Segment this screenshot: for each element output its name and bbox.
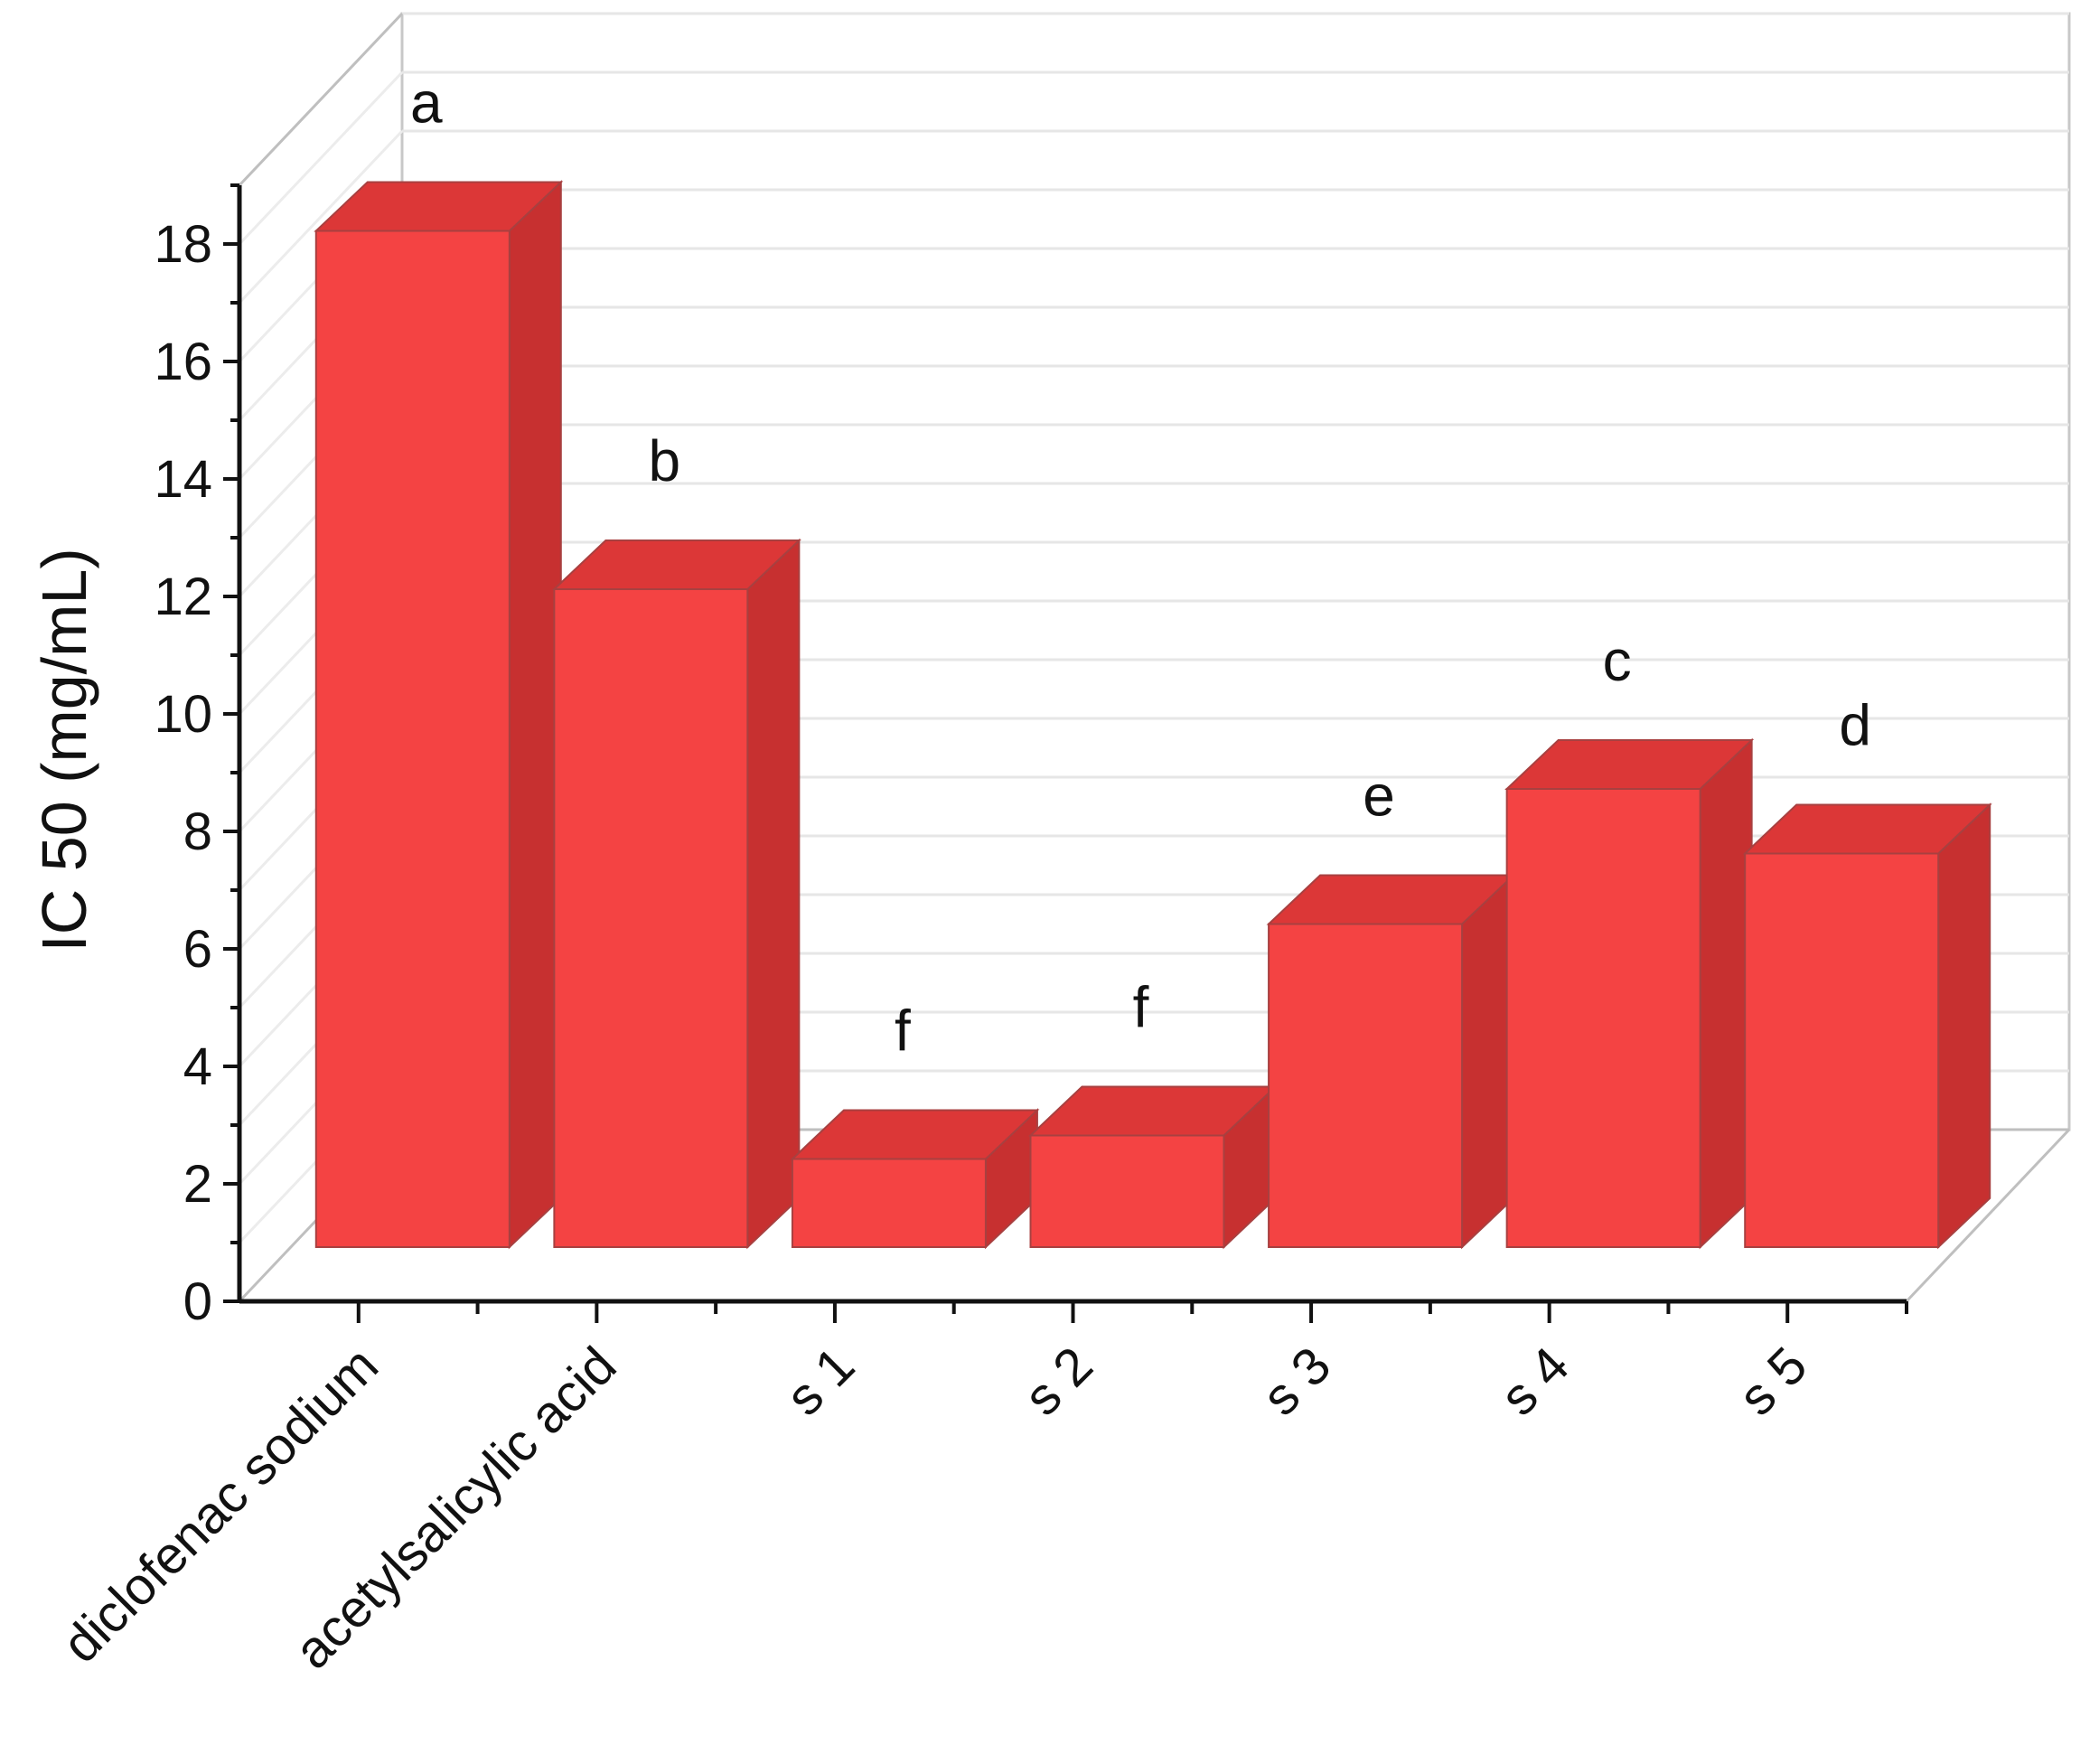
gridline-side [238,70,404,246]
bar-side [1461,873,1515,1250]
x-category-label: s 5 [1728,1336,1819,1427]
bar-front [1268,923,1464,1248]
bar [551,538,801,1250]
bar-front [791,1158,987,1248]
bar-side [508,180,562,1250]
significance-label: b [649,428,681,493]
significance-label: d [1839,693,1871,758]
bars [314,180,1992,1250]
y-tick-label: 10 [154,685,212,744]
bar [314,180,564,1250]
y-tick-label: 6 [183,920,212,979]
y-tick-label: 14 [154,450,212,509]
axes [223,183,1908,1323]
y-tick-label: 12 [154,568,212,626]
x-category-label: s 3 [1251,1336,1343,1427]
bar [1027,1084,1279,1250]
bar [1742,802,1992,1250]
bar [1504,737,1755,1250]
bar-side [1699,737,1753,1250]
significance-label: e [1363,764,1395,829]
y-tick-label: 2 [183,1155,212,1214]
x-category-label: s 2 [1013,1336,1104,1427]
y-tick-label: 8 [183,802,212,861]
bar-side [746,538,801,1250]
y-tick-label: 16 [154,333,212,391]
bar-front [1744,852,1940,1248]
significance-label: a [410,70,443,136]
frame-edge [238,12,404,187]
x-category-label: s 4 [1489,1336,1580,1427]
significance-label: f [895,999,911,1064]
bar [790,1108,1040,1250]
bar-front [1029,1134,1225,1248]
significance-label: f [1133,975,1149,1040]
gridline-side [238,129,404,305]
frame-edge [1905,1128,2071,1303]
bar-side [1937,802,1991,1250]
bar-front [314,230,511,1248]
y-tick-label: 4 [183,1037,212,1096]
bar-front [1505,788,1701,1248]
y-tick-label: 18 [154,215,212,274]
bar [1266,873,1516,1250]
y-tick-label: 0 [183,1272,212,1331]
significance-label: c [1603,628,1632,693]
bar-front [553,588,749,1248]
y-axis-title: IC 50 (mg/mL) [29,548,99,952]
x-category-label: s 1 [774,1336,866,1427]
